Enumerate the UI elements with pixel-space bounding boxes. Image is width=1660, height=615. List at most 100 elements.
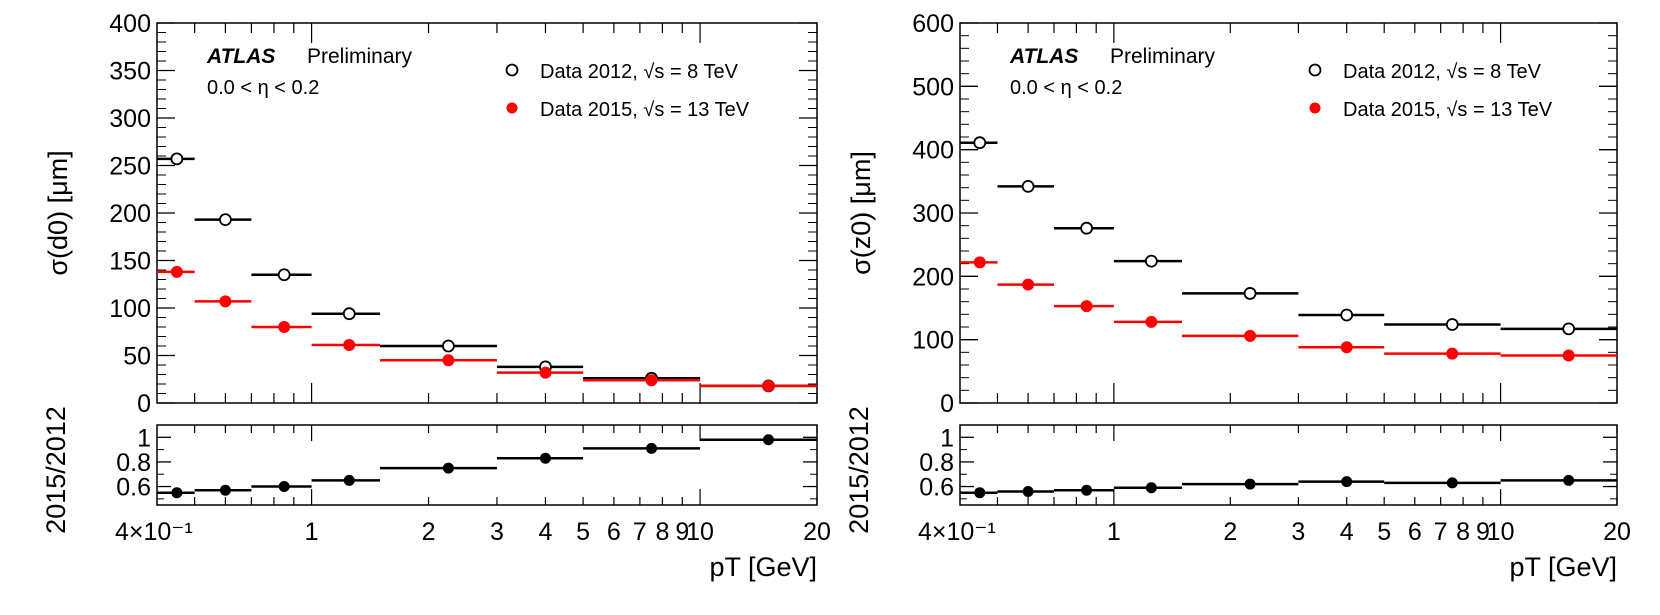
ratio-point: [278, 481, 290, 493]
legend-marker-2012: [1308, 63, 1322, 77]
data-point-2012: [1340, 308, 1354, 322]
data-point-2015: [343, 339, 356, 352]
ratio-y-tick-label: 1: [940, 424, 954, 452]
x-axis-title: pT [GeV]: [1509, 552, 1617, 582]
data-point-2012: [973, 136, 987, 150]
ratio-point: [442, 462, 454, 474]
series-2012: [157, 152, 817, 393]
x-tick-label: 8: [655, 518, 669, 546]
y-tick-label: 250: [109, 153, 151, 181]
data-point-2012: [1562, 322, 1576, 336]
ratio-point: [1244, 478, 1256, 490]
atlas-label: ATLAS: [1009, 45, 1078, 68]
y-tick-label: 300: [109, 105, 151, 133]
x-tick-label: 20: [803, 518, 831, 546]
y-tick-label: 0: [137, 390, 151, 418]
y-tick-label: 200: [109, 200, 151, 228]
data-point-2015: [1244, 329, 1257, 342]
y-tick-label: 150: [109, 248, 151, 276]
legend-label-2012: Data 2012, √s = 8 TeV: [540, 61, 739, 83]
x-tick-label: 1: [305, 518, 319, 546]
data-point-2015: [442, 354, 455, 367]
y-tick-label: 50: [123, 343, 151, 371]
x-tick-label: 1: [1107, 518, 1121, 546]
x-tick-label: 6: [1408, 518, 1422, 546]
x-tick-label: 10: [686, 518, 714, 546]
data-point-2015: [1080, 300, 1093, 313]
ratio-point: [1081, 484, 1093, 496]
ratio-axis-title: 2015/2012: [41, 406, 71, 534]
ratio-point: [1563, 474, 1575, 486]
legend-label-2015: Data 2015, √s = 13 TeV: [540, 99, 750, 121]
x-tick-label: 7: [1434, 518, 1448, 546]
ratio-series: [960, 474, 1617, 499]
preliminary-label: Preliminary: [307, 45, 413, 68]
ratio-y-tick-label: 0.6: [116, 474, 151, 502]
data-point-2015: [170, 265, 183, 278]
x-tick-label: 4×10⁻¹: [115, 518, 193, 546]
y-tick-label: 100: [109, 295, 151, 323]
x-tick-label: 5: [1377, 518, 1391, 546]
legend-marker-2012: [505, 63, 519, 77]
x-tick-label: 10: [1487, 518, 1515, 546]
ratio-point: [1145, 482, 1157, 494]
data-point-2015: [1145, 315, 1158, 328]
y-tick-label: 100: [912, 327, 954, 355]
data-point-2015: [973, 256, 986, 269]
x-tick-label: 20: [1603, 518, 1631, 546]
data-point-2015: [1340, 341, 1353, 354]
y-tick-label: 400: [912, 137, 954, 165]
y-tick-label: 200: [912, 263, 954, 291]
data-point-2012: [170, 152, 184, 166]
data-point-2012: [1080, 221, 1093, 235]
legend-label-2015: Data 2015, √s = 13 TeV: [1343, 99, 1553, 121]
ratio-point: [1446, 477, 1458, 489]
ratio-point: [646, 442, 658, 454]
ratio-y-tick-label: 0.8: [919, 449, 954, 477]
series-2015: [960, 256, 1617, 362]
x-tick-label: 7: [633, 518, 647, 546]
ratio-plot-frame: [959, 424, 1618, 506]
data-point-2012: [442, 339, 455, 353]
data-point-2012: [1144, 254, 1158, 268]
atlas-label: ATLAS: [206, 45, 275, 68]
legend-marker-2015: [506, 102, 518, 114]
series-2012: [960, 136, 1617, 336]
x-tick-label: 2: [1223, 518, 1237, 546]
data-point-2012: [277, 268, 291, 282]
x-tick-label: 9: [1476, 518, 1490, 546]
ratio-point: [171, 487, 183, 499]
x-tick-label: 4×10⁻¹: [918, 518, 996, 546]
data-point-2015: [219, 295, 232, 308]
ratio-point: [343, 474, 355, 486]
x-tick-label: 2: [422, 518, 436, 546]
x-tick-label: 4: [539, 518, 553, 546]
data-point-2012: [1445, 318, 1459, 331]
y-tick-label: 300: [912, 200, 954, 228]
preliminary-label: Preliminary: [1110, 45, 1216, 68]
data-point-2012: [1243, 287, 1257, 300]
ratio-y-tick-label: 1: [137, 424, 151, 452]
y-axis-title: σ(d0) [μm]: [43, 150, 73, 275]
y-axis-title: σ(z0) [μm]: [846, 151, 876, 275]
y-tick-label: 600: [912, 10, 954, 38]
ratio-point: [539, 452, 551, 464]
ratio-y-tick-label: 0.6: [919, 474, 954, 502]
x-tick-label: 5: [576, 518, 590, 546]
x-tick-label: 9: [675, 518, 689, 546]
data-point-2015: [645, 374, 658, 387]
data-point-2012: [1021, 179, 1035, 193]
x-tick-label: 3: [490, 518, 504, 546]
ratio-series: [157, 434, 817, 499]
y-tick-label: 400: [109, 10, 151, 38]
data-point-2015: [539, 366, 552, 379]
data-point-2015: [762, 379, 775, 392]
x-tick-label: 4: [1340, 518, 1354, 546]
legend-label-2012: Data 2012, √s = 8 TeV: [1343, 61, 1542, 83]
series-2015: [157, 265, 817, 392]
data-point-2012: [219, 213, 232, 227]
ratio-point: [1341, 476, 1353, 488]
